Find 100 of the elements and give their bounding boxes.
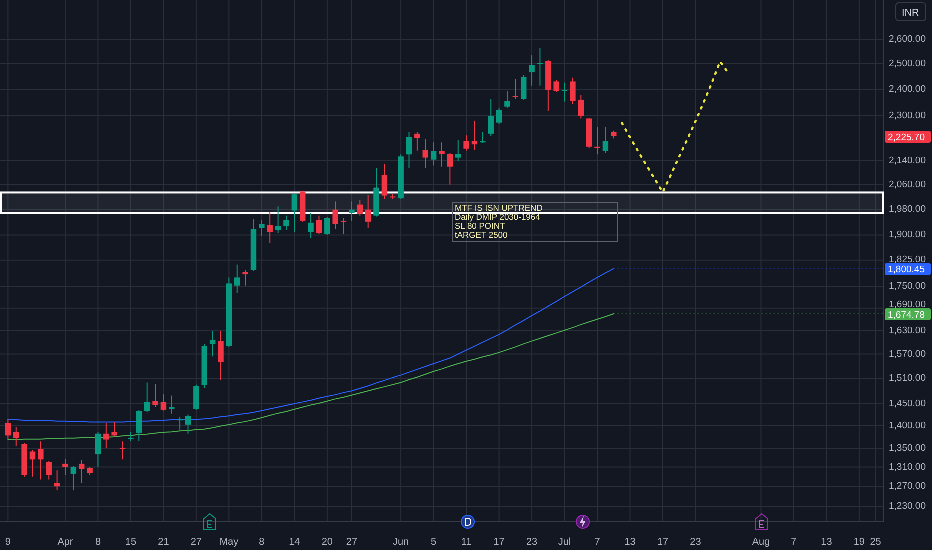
y-tick-label: 2,300.00 [889, 110, 926, 122]
candlestick [520, 74, 527, 100]
candlestick [14, 426, 20, 447]
x-tick-label: 7 [791, 537, 798, 548]
y-tick-label: 2,400.00 [889, 84, 926, 95]
x-tick-label: 17 [494, 537, 506, 548]
x-tick-label: Jun [393, 537, 410, 548]
x-tick-label: 21 [158, 537, 170, 548]
candlestick [177, 416, 183, 430]
x-tick-label: 8 [259, 537, 266, 548]
candlestick [578, 94, 584, 120]
y-tick-label: 1,310.00 [889, 462, 926, 473]
candlestick [169, 395, 175, 414]
y-tick-label: 1,270.00 [889, 481, 926, 492]
candlestick [447, 152, 454, 186]
x-tick-label: Jul [558, 537, 572, 548]
candlestick [488, 98, 494, 137]
candlestick [472, 120, 478, 151]
y-tick-label: 1,230.00 [889, 501, 926, 512]
candlestick [554, 80, 560, 93]
candlestick [259, 220, 265, 237]
x-tick-label: 27 [190, 537, 202, 548]
candlestick [357, 200, 364, 216]
x-tick-label: 25 [870, 537, 882, 548]
candlestick [349, 201, 355, 222]
x-tick-label: 7 [594, 537, 601, 548]
candlestick [414, 132, 420, 152]
candlestick [5, 418, 12, 440]
candlestick [365, 194, 372, 229]
candlestick [62, 458, 68, 476]
candlestick [292, 194, 298, 233]
candlestick [422, 139, 428, 169]
y-axis-title: INR [902, 8, 920, 19]
candlestick [529, 55, 535, 86]
data-label: 1,800.45 [888, 264, 925, 276]
candlestick [340, 218, 347, 235]
x-tick-label: 8 [95, 537, 102, 548]
candlestick [242, 270, 248, 286]
candlestick [308, 212, 314, 240]
candlestick [112, 422, 118, 438]
x-tick-label: 23 [526, 537, 538, 548]
x-tick-label: 19 [854, 537, 866, 548]
candlestick [46, 460, 52, 480]
y-tick-label: 1,400.00 [889, 420, 926, 432]
y-tick-label: 1,350.00 [889, 443, 926, 454]
y-tick-label: 1,980.00 [889, 204, 926, 216]
y-tick-label: 1,825.00 [889, 254, 926, 266]
line-series [620, 60, 730, 194]
y-tick-label: 2,600.00 [889, 34, 926, 46]
candlestick [456, 140, 462, 162]
candlestick [70, 466, 77, 492]
y-tick-label: 1,900.00 [889, 230, 926, 241]
x-tick-label: 11 [461, 537, 472, 548]
y-tick-label: 1,750.00 [889, 281, 926, 292]
candlestick [267, 212, 273, 244]
candlestick [275, 206, 282, 234]
y-tick-label: 1,630.00 [889, 325, 926, 336]
y-tick-label: 2,500.00 [889, 58, 926, 70]
candlestick [406, 131, 412, 169]
candlestick [382, 163, 388, 200]
candlestick [152, 384, 158, 408]
annotation: Daily DMIP 2030-1964 [455, 212, 541, 222]
candlestick [144, 382, 150, 414]
candlestick [570, 77, 576, 105]
candlestick [284, 215, 290, 231]
data-label: 1,674.78 [888, 310, 925, 321]
x-tick-label: Aug [752, 537, 770, 548]
y-tick-label: 2,140.00 [889, 156, 926, 167]
y-tick-label: 1,450.00 [889, 398, 926, 410]
candlestick [185, 414, 192, 434]
candlestick [210, 330, 216, 358]
x-tick-label: 15 [125, 537, 137, 548]
candlestick [537, 48, 544, 86]
x-tick-label: 13 [624, 537, 636, 548]
candlestick [54, 470, 60, 492]
candlestick [439, 142, 445, 168]
text: 2,225.70 [888, 132, 925, 144]
candlestick [38, 441, 44, 480]
candlestick [512, 78, 519, 100]
candlestick [332, 201, 338, 230]
x-tick-label: 14 [289, 537, 301, 548]
annotation: tARGET 2500 [455, 230, 508, 240]
candlestick [496, 107, 502, 125]
candlestick [30, 450, 36, 478]
y-tick-label: 1,690.00 [889, 299, 926, 310]
candlestick [504, 90, 510, 108]
x-tick-label: Apr [58, 537, 74, 548]
candlestick [602, 126, 609, 154]
annotation: MTF IS ISN UPTREND [455, 203, 543, 213]
candlestick [562, 82, 568, 102]
candlestick [464, 135, 470, 152]
candlestick [136, 409, 142, 442]
candlestick [104, 422, 110, 449]
candlestick [430, 142, 437, 166]
candlestick [324, 216, 330, 236]
y-tick-label: 2,060.00 [889, 179, 926, 190]
candlestick [218, 330, 224, 381]
y-tick-label: 1,570.00 [889, 348, 926, 360]
x-tick-label: 20 [322, 537, 334, 548]
candlestick [480, 131, 486, 144]
